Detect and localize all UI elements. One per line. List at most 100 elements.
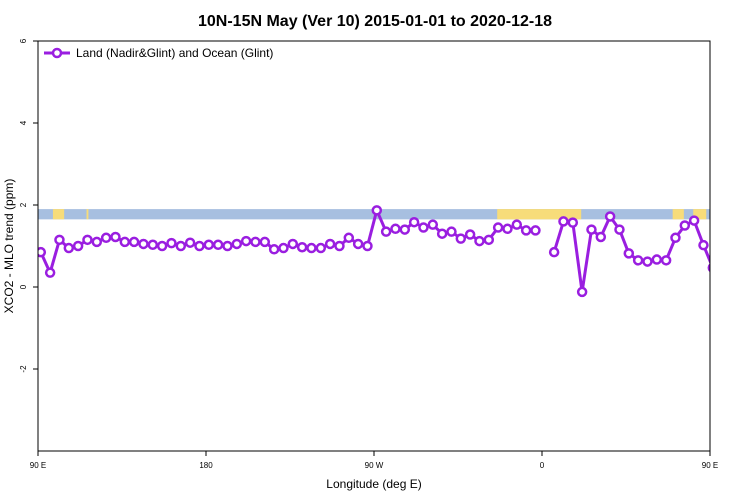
x-tick-label: 180: [199, 461, 213, 470]
data-point: [231, 238, 243, 250]
data-point: [576, 286, 588, 298]
data-point: [287, 238, 299, 250]
data-point: [250, 236, 261, 248]
data-point: [737, 236, 745, 244]
data-point: [334, 240, 345, 252]
data-point: [63, 242, 75, 254]
data-point: [567, 217, 579, 228]
land-segment: [693, 209, 707, 220]
data-point: [464, 229, 476, 240]
y-axis-label: XCO2 - MLO trend (ppm): [2, 179, 16, 314]
data-point: [82, 234, 93, 246]
x-tick-label: 90 E: [30, 461, 46, 470]
chart-title: 10N-15N May (Ver 10) 2015-01-01 to 2020-…: [198, 13, 552, 30]
data-point: [278, 242, 289, 254]
data-point: [614, 224, 625, 235]
data-point: [511, 219, 523, 230]
data-point: [660, 255, 672, 266]
x-axis-label: Longitude (deg E): [326, 477, 421, 491]
data-point: [128, 236, 140, 248]
x-axis: 90 E 180 90 W 0 90 E: [30, 451, 718, 470]
y-tick-label: 2: [19, 202, 28, 207]
data-point: [194, 240, 205, 252]
y-tick-label: 6: [19, 38, 28, 43]
data-point: [399, 224, 411, 235]
data-point: [679, 220, 691, 231]
data-point: [259, 236, 271, 248]
data-point: [240, 235, 252, 247]
data-point: [502, 223, 513, 235]
data-point: [718, 248, 726, 256]
land-ocean-band: [38, 209, 710, 220]
data-point: [642, 256, 653, 267]
data-point: [380, 226, 392, 237]
data-point: [147, 239, 159, 251]
data-point: [698, 239, 709, 251]
data-point: [595, 231, 607, 243]
data-point: [408, 216, 420, 228]
data-point: [390, 223, 401, 235]
data-point: [455, 233, 467, 244]
data-point: [371, 205, 383, 216]
y-tick-label: 0: [19, 284, 28, 289]
data-point: [427, 219, 439, 230]
data-point: [44, 267, 56, 278]
data-point: [156, 240, 168, 252]
data-point: [548, 246, 560, 258]
data-point: [110, 231, 121, 243]
data-point: [651, 254, 663, 265]
x-tick-label: 90 E: [702, 461, 718, 470]
land-segment: [672, 209, 684, 220]
data-point: [623, 248, 635, 259]
data-point: [38, 246, 47, 258]
land-segment: [86, 209, 89, 220]
data-point: [586, 224, 597, 235]
data-point: [343, 232, 355, 244]
data-point: [670, 232, 681, 244]
data-point: [446, 226, 457, 237]
series-line: [552, 215, 710, 294]
y-tick-label: -2: [19, 365, 28, 373]
data-point: [315, 242, 327, 254]
data-point: [352, 238, 364, 250]
legend-entry: Land (Nadir&Glint) and Ocean (Glint): [76, 46, 273, 60]
data-point: [222, 240, 233, 252]
legend: Land (Nadir&Glint) and Ocean (Glint): [44, 46, 273, 60]
data-point: [558, 216, 569, 227]
data-point: [138, 238, 149, 250]
y-tick-label: 4: [19, 120, 28, 125]
data-point: [483, 234, 495, 246]
data-point: [119, 236, 131, 248]
x-tick-label: 0: [540, 461, 545, 470]
land-segment: [497, 209, 582, 220]
data-point: [324, 238, 336, 250]
data-point: [632, 255, 644, 266]
data-point: [688, 215, 700, 226]
data-point: [203, 239, 215, 251]
data-point: [436, 228, 448, 239]
data-point: [212, 239, 224, 251]
data-point: [306, 242, 317, 254]
legend-marker: [51, 47, 63, 59]
data-point: [530, 225, 541, 236]
data-point: [362, 240, 373, 252]
series-layer: [38, 205, 750, 298]
data-point: [492, 222, 504, 233]
land-segment: [52, 209, 65, 220]
data-point: [296, 241, 308, 253]
data-point: [184, 237, 196, 248]
data-point: [72, 240, 84, 252]
x-tick-label: 90 W: [365, 461, 384, 470]
data-point: [474, 235, 485, 247]
data-point: [520, 225, 532, 236]
data-point: [91, 236, 103, 248]
data-point: [100, 232, 112, 244]
data-point: [604, 211, 616, 222]
data-point: [746, 244, 750, 252]
data-point: [727, 269, 735, 277]
data-point: [166, 237, 177, 249]
data-point: [175, 240, 187, 252]
data-point: [268, 244, 280, 255]
data-point: [418, 222, 429, 233]
